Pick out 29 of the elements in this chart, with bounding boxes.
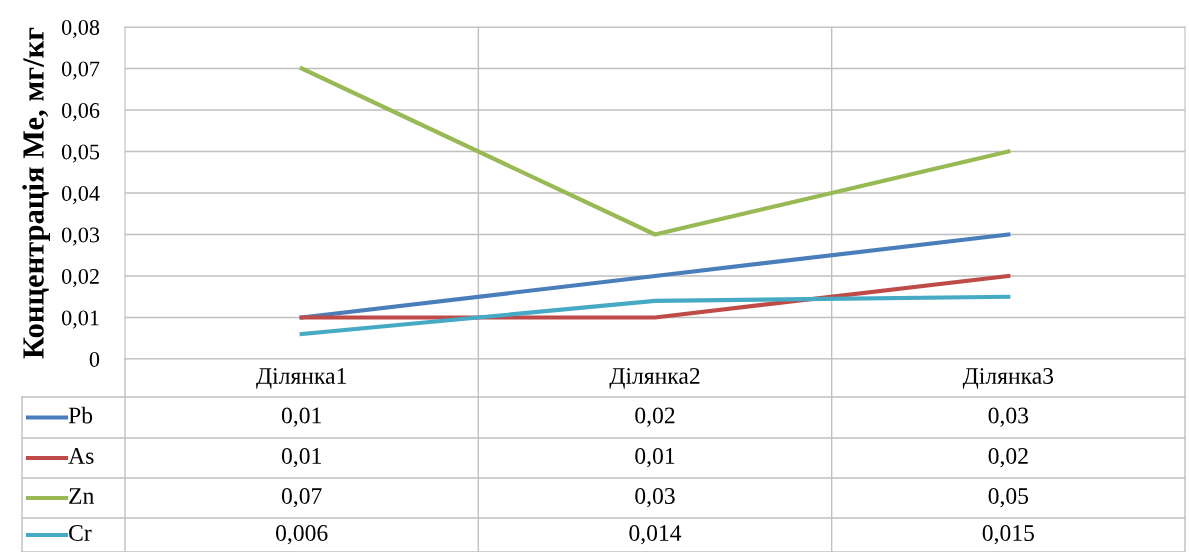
- data-label: 0,02: [635, 407, 675, 427]
- data-label: 0,01: [635, 447, 675, 468]
- data-label: 0,01: [281, 407, 321, 427]
- y-tick-label: 0,05: [61, 144, 100, 163]
- y-tick-label: 0,01: [61, 310, 99, 329]
- x-tick-label: Ділянка1: [256, 368, 346, 389]
- x-tick-label: Ділянка2: [609, 368, 700, 389]
- data-label: 0,05: [988, 487, 1029, 508]
- legend-label: Zn: [69, 488, 94, 504]
- legend-label: Cr: [69, 525, 92, 541]
- y-tick-label: 0: [89, 351, 100, 367]
- y-tick-label: 0,04: [61, 185, 100, 205]
- y-tick-label: 0,03: [61, 227, 100, 246]
- legend-label: Pb: [68, 406, 93, 424]
- data-label: 0,07: [281, 487, 322, 508]
- y-tick-label: 0,02: [61, 268, 99, 288]
- data-label: 0,006: [276, 524, 328, 545]
- data-label: 0,03: [635, 487, 675, 508]
- legend-label: As: [68, 448, 94, 464]
- data-label: 0,014: [629, 524, 682, 545]
- y-tick-label: 0,06: [61, 102, 100, 122]
- data-label: 0,02: [988, 447, 1028, 468]
- y-tick-label: 0,07: [61, 61, 100, 80]
- y-axis-title: Концентрація Ме, мг/кг: [22, 27, 50, 359]
- data-label: 0,015: [982, 524, 1034, 545]
- y-tick-label: 0,08: [61, 19, 100, 39]
- data-label: 0,03: [988, 407, 1029, 427]
- x-tick-label: Ділянка3: [962, 368, 1054, 389]
- data-label: 0,01: [281, 447, 321, 468]
